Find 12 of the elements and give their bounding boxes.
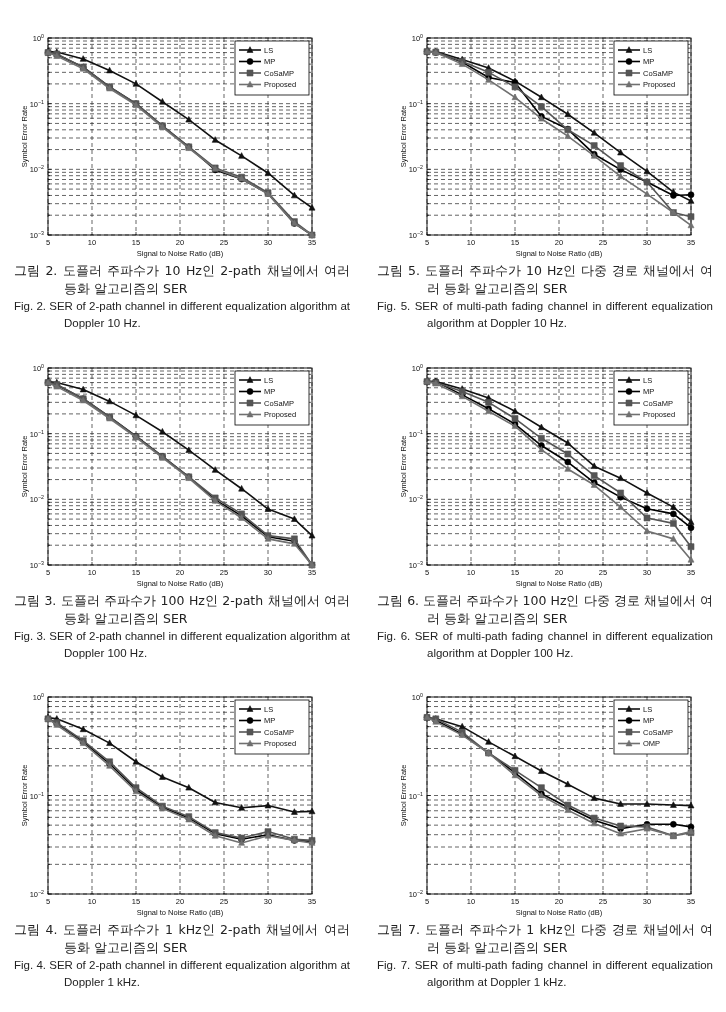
caption: Fig. 7. SER of multi-path fading channel in different equalization algorithm at Doppler 1 kHz. bbox=[377, 958, 713, 990]
caption: 그림 4. 도플러 주파수가 1 kHz인 2-path 채널에서 여러 등화 알고리즘의 SER bbox=[14, 921, 350, 957]
caption: 그림 2. 도플러 주파수가 10 Hz인 2-path 채널에서 여러 등화 알고리즘의 SER bbox=[14, 262, 350, 298]
caption: Fig. 3. SER of 2-path channel in different equalization algorithm at Doppler 100 Hz. bbox=[14, 628, 350, 661]
caption: 그림 3. 도플러 주파수가 100 Hz인 2-path 채널에서 여러 등화 알고리즘의 SER bbox=[14, 591, 350, 628]
caption: Fig. 5. SER of multi-path fading channel in different equalization algorithm at Doppler 10 Hz. bbox=[377, 299, 713, 331]
caption: 그림 6. 도플러 주파수가 100 Hz인 다중 경로 채널에서 여러 등화 알고리즘의 SER bbox=[377, 591, 713, 628]
caption: Fig. 2. SER of 2-path channel in different equalization algorithm at Doppler 10 Hz. bbox=[14, 299, 350, 331]
caption: Fig. 6. SER of multi-path fading channel in different equalization algorithm at Doppler 100 Hz. bbox=[377, 628, 713, 661]
caption: 그림 5. 도플러 주파수가 10 Hz인 다중 경로 채널에서 여러 등화 알고리즘의 SER bbox=[377, 262, 713, 298]
caption: Fig. 4. SER of 2-path channel in different equalization algorithm at Doppler 1 kHz. bbox=[14, 958, 350, 990]
caption: 그림 7. 도플러 주파수가 1 kHz인 다중 경로 채널에서 여러 등화 알고리즘의 SER bbox=[377, 921, 713, 957]
